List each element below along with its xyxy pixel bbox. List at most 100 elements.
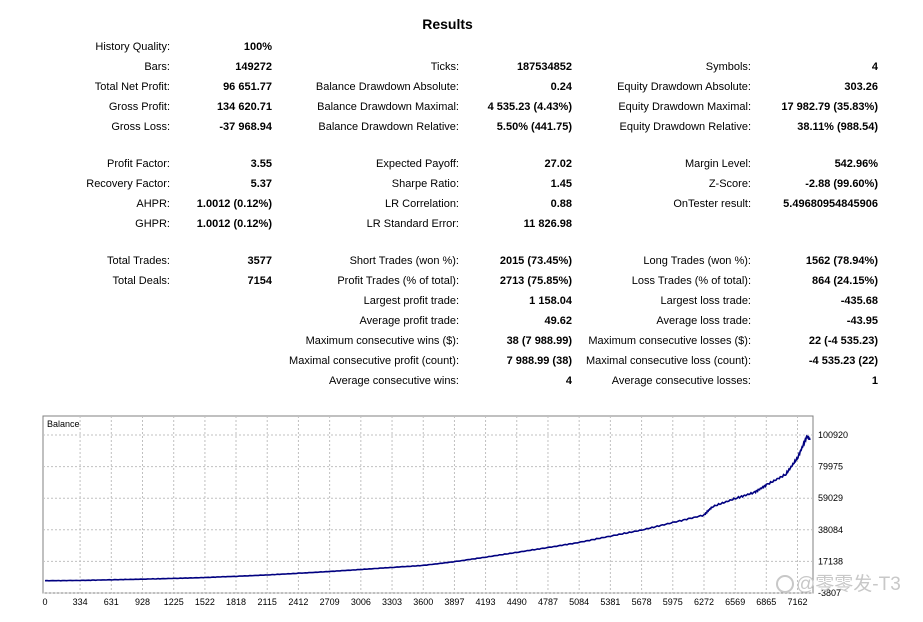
- x-tick-label: 2115: [258, 597, 277, 607]
- col2-value: 1.45: [550, 178, 572, 190]
- x-tick-label: 7162: [787, 597, 807, 607]
- col1-label: AHPR:: [136, 198, 170, 210]
- col3-label: Largest loss trade:: [660, 295, 752, 307]
- y-tick-label: 38084: [818, 525, 843, 535]
- col2-label: Balance Drawdown Absolute:: [315, 81, 459, 93]
- col2-value: 187534852: [516, 61, 572, 73]
- col3-value: 303.26: [844, 81, 878, 93]
- col2-label: Short Trades (won %):: [349, 255, 459, 267]
- col1-value: 1.0012 (0.12%): [196, 218, 272, 230]
- col1-value: -37 968.94: [219, 121, 272, 133]
- x-tick-label: 6272: [694, 597, 714, 607]
- col1-label: History Quality:: [95, 41, 170, 53]
- balance-line: [44, 434, 811, 582]
- col1-label: GHPR:: [135, 218, 170, 230]
- x-tick-label: 3303: [382, 597, 402, 607]
- col1-value: 100%: [243, 41, 272, 53]
- col3-label: Symbols:: [705, 61, 751, 73]
- col2-label: Sharpe Ratio:: [391, 178, 459, 190]
- x-tick-label: 928: [135, 597, 150, 607]
- x-tick-label: 631: [104, 597, 119, 607]
- x-tick-label: 4490: [507, 597, 527, 607]
- col3-label: Loss Trades (% of total):: [631, 275, 751, 287]
- col3-label: Equity Drawdown Relative:: [619, 121, 751, 133]
- x-tick-label: 4787: [538, 597, 558, 607]
- col1-value: 134 620.71: [216, 101, 272, 113]
- col2-label: Profit Trades (% of total):: [337, 275, 459, 287]
- col1-label: Gross Profit:: [108, 101, 170, 113]
- col3-value: 22 (-4 535.23): [808, 335, 878, 347]
- col1-label: Gross Loss:: [111, 121, 170, 133]
- col3-label: Long Trades (won %):: [643, 255, 751, 267]
- col3-value: 17 982.79 (35.83%): [781, 101, 878, 113]
- x-tick-label: 1522: [195, 597, 215, 607]
- x-tick-label: 1818: [226, 597, 246, 607]
- col3-label: Margin Level:: [684, 158, 751, 170]
- x-tick-label: 6569: [725, 597, 745, 607]
- col1-value: 3577: [247, 255, 272, 267]
- col3-label: Average consecutive losses:: [611, 375, 751, 387]
- chart-frame: [42, 415, 814, 594]
- col1-label: Profit Factor:: [107, 158, 170, 170]
- col3-value: 4: [871, 61, 878, 73]
- col1-value: 149272: [235, 61, 272, 73]
- col1-label: Bars:: [144, 61, 170, 73]
- col2-label: LR Standard Error:: [366, 218, 459, 230]
- x-tick-label: 3600: [413, 597, 433, 607]
- col3-value: 542.96%: [834, 158, 878, 170]
- watermark: @零零发-T3: [776, 569, 901, 596]
- col3-value: 1562 (78.94%): [805, 255, 878, 267]
- col3-label: OnTester result:: [673, 198, 751, 210]
- col3-label: Z-Score:: [708, 178, 751, 190]
- col2-label: Maximum consecutive wins ($):: [305, 335, 459, 347]
- x-tick-label: 6865: [756, 597, 776, 607]
- col2-label: LR Correlation:: [385, 198, 459, 210]
- x-tick-label: 5381: [600, 597, 620, 607]
- col2-label: Average profit trade:: [359, 315, 459, 327]
- col3-value: -435.68: [840, 295, 878, 307]
- col1-value: 7154: [247, 275, 272, 287]
- watermark-text: @零零发-T3: [796, 574, 901, 595]
- col1-value: 3.55: [250, 158, 272, 170]
- col1-value: 5.37: [250, 178, 272, 190]
- col2-value: 7 988.99 (38): [506, 355, 572, 367]
- col3-label: Maximal consecutive loss (count):: [585, 355, 751, 367]
- col3-value: -2.88 (99.60%): [805, 178, 878, 190]
- y-tick-label: 79975: [818, 462, 843, 472]
- col3-value: 5.49680954845906: [783, 198, 878, 210]
- x-tick-label: 5975: [663, 597, 683, 607]
- col2-value: 0.24: [550, 81, 572, 93]
- y-tick-label: 59029: [818, 493, 843, 503]
- col2-label: Average consecutive wins:: [328, 375, 459, 387]
- col2-value: 4: [565, 375, 572, 387]
- chart-title: Balance: [47, 419, 80, 429]
- col3-value: 864 (24.15%): [811, 275, 878, 287]
- col1-label: Total Net Profit:: [94, 81, 170, 93]
- y-tick-label: -3807: [818, 588, 841, 598]
- col2-value: 0.88: [550, 198, 572, 210]
- col2-value: 27.02: [544, 158, 572, 170]
- col3-label: Average loss trade:: [656, 315, 751, 327]
- col2-value: 1 158.04: [529, 295, 572, 307]
- col2-label: Balance Drawdown Maximal:: [317, 101, 459, 113]
- x-tick-label: 334: [73, 597, 88, 607]
- col1-label: Total Trades:: [107, 255, 170, 267]
- x-tick-label: 4193: [476, 597, 496, 607]
- y-tick-label: 100920: [818, 430, 848, 440]
- col2-value: 5.50% (441.75): [496, 121, 572, 133]
- col1-value: 96 651.77: [223, 81, 272, 93]
- results-title: Results: [422, 16, 473, 32]
- col2-value: 49.62: [544, 315, 572, 327]
- col2-label: Expected Payoff:: [376, 158, 459, 170]
- x-tick-label: 5678: [632, 597, 652, 607]
- col3-label: Equity Drawdown Maximal:: [618, 101, 751, 113]
- col3-label: Equity Drawdown Absolute:: [617, 81, 751, 93]
- col3-value: -4 535.23 (22): [808, 355, 878, 367]
- col2-value: 2713 (75.85%): [499, 275, 572, 287]
- x-tick-label: 3006: [351, 597, 371, 607]
- col2-label: Ticks:: [430, 61, 459, 73]
- x-tick-label: 0: [42, 597, 47, 607]
- col1-value: 1.0012 (0.12%): [196, 198, 272, 210]
- x-tick-label: 2412: [288, 597, 308, 607]
- x-tick-label: 2709: [320, 597, 340, 607]
